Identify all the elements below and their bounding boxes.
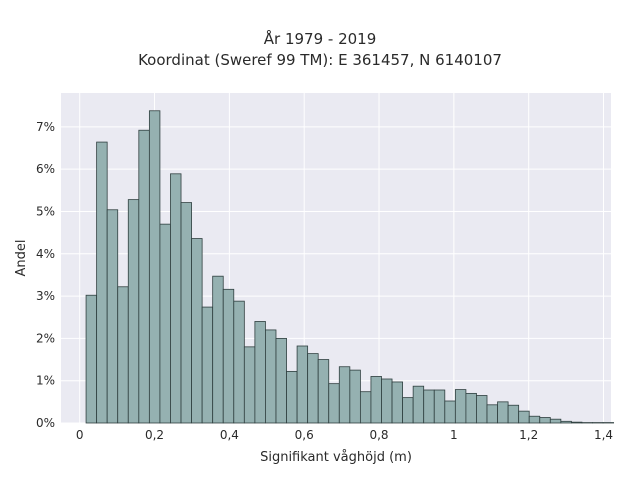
y-tick-label: 4%	[36, 247, 55, 261]
x-tick-label: 1,2	[519, 428, 538, 442]
histogram-bar	[148, 110, 161, 424]
histogram-bar	[254, 321, 266, 424]
histogram-bar	[243, 346, 256, 424]
y-axis-label: Andel	[14, 240, 29, 277]
histogram-bar	[138, 129, 150, 424]
x-tick-label: 0,8	[369, 428, 388, 442]
histogram-bar	[391, 381, 403, 424]
histogram-bar	[433, 389, 446, 424]
histogram-bar	[191, 238, 203, 424]
y-tick-label: 3%	[36, 289, 55, 303]
x-tick-labels: 0 0,2 0,4 0,6 0,8 1 1,2 1,4	[76, 428, 613, 442]
histogram-bar	[317, 359, 330, 424]
histogram-bar	[560, 420, 572, 424]
histogram-bar	[307, 353, 319, 424]
histogram-bar	[265, 329, 277, 424]
histogram-bar	[423, 389, 435, 424]
histogram-bar	[201, 306, 214, 424]
histogram-bar	[476, 395, 488, 424]
histogram-bar	[454, 389, 467, 424]
histogram-bar	[402, 397, 414, 424]
histogram-bar	[212, 275, 224, 424]
histogram-bar	[180, 202, 192, 424]
histogram-bar	[85, 294, 98, 424]
histogram-bar	[549, 418, 562, 424]
histogram-bar	[106, 209, 119, 424]
x-tick-label: 1	[450, 428, 458, 442]
y-tick-label: 6%	[36, 162, 55, 176]
histogram-bar	[412, 385, 425, 424]
histogram-bar	[381, 378, 393, 424]
y-tick-label: 5%	[36, 204, 55, 218]
x-axis-label: Signifikant våghöjd (m)	[260, 450, 412, 465]
histogram-bar	[507, 404, 520, 424]
y-tick-label: 7%	[36, 120, 55, 134]
histogram-bar	[465, 392, 477, 424]
histogram-bar	[296, 345, 309, 424]
histogram-bar	[275, 337, 287, 424]
y-tick-label: 2%	[36, 331, 55, 345]
histogram-bars	[85, 110, 615, 424]
histogram-bar	[444, 400, 456, 424]
histogram-bar	[349, 369, 361, 424]
histogram-bar	[159, 223, 171, 424]
histogram-bar	[233, 300, 245, 424]
histogram-bar	[338, 366, 351, 424]
histogram-bar	[170, 173, 182, 424]
histogram-bar	[497, 401, 509, 424]
histogram-bar	[370, 376, 382, 424]
y-tick-label: 1%	[36, 374, 55, 388]
histogram-bar	[286, 370, 298, 424]
histogram-bar	[328, 383, 340, 424]
x-tick-label: 0	[76, 428, 84, 442]
histogram-bar	[96, 141, 108, 424]
x-tick-label: 0,2	[145, 428, 164, 442]
x-tick-label: 1,4	[594, 428, 613, 442]
x-tick-label: 0,4	[220, 428, 239, 442]
histogram-bar	[117, 286, 129, 424]
chart-title: År 1979 - 2019	[263, 30, 377, 48]
histogram-bar	[127, 199, 140, 424]
chart-subtitle: Koordinat (Sweref 99 TM): E 361457, N 61…	[138, 51, 502, 69]
histogram-bar	[222, 288, 235, 424]
histogram-bar	[359, 391, 372, 424]
histogram-bar	[518, 410, 530, 424]
histogram-bar	[571, 421, 583, 424]
histogram-bar	[528, 415, 541, 424]
x-tick-label: 0,6	[295, 428, 314, 442]
histogram-bar	[539, 417, 551, 424]
y-tick-labels: 0% 1% 2% 3% 4% 5% 6% 7%	[36, 120, 55, 430]
histogram-bar	[486, 404, 498, 424]
y-tick-label: 0%	[36, 416, 55, 430]
